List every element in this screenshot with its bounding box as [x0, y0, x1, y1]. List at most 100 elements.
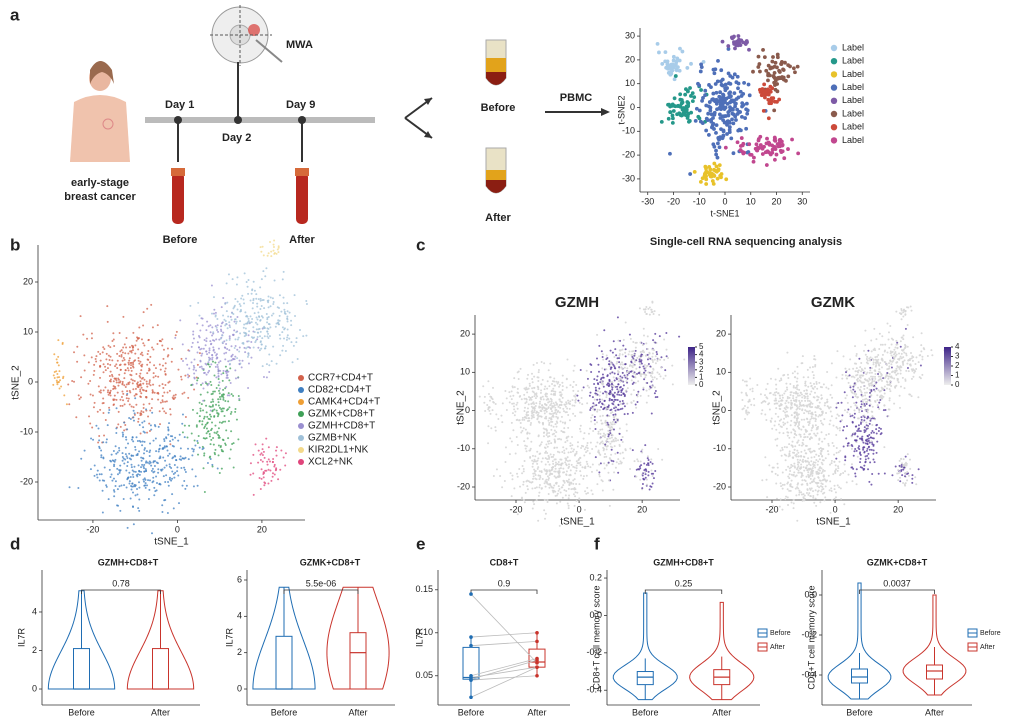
point: [554, 467, 557, 470]
point: [610, 428, 613, 431]
point: [862, 468, 865, 471]
point: [93, 401, 96, 404]
point: [623, 413, 626, 416]
point: [277, 319, 280, 322]
point: [774, 420, 777, 423]
point: [138, 337, 141, 340]
point: [552, 425, 555, 428]
point: [252, 326, 255, 329]
point: [613, 423, 616, 426]
point: [596, 483, 599, 486]
point: [585, 460, 588, 463]
point: [727, 125, 732, 129]
point: [213, 374, 216, 377]
point: [619, 408, 622, 411]
point: [616, 385, 619, 388]
point: [510, 421, 513, 424]
point: [111, 373, 114, 376]
point: [94, 357, 97, 360]
point: [609, 458, 612, 461]
point: [132, 363, 135, 366]
legend-label: GZMB+NK: [308, 433, 357, 444]
point: [556, 416, 559, 419]
point: [821, 485, 824, 488]
point: [487, 425, 490, 428]
y-tick-label: 0: [721, 405, 726, 415]
point: [546, 470, 549, 473]
point: [564, 494, 567, 497]
point: [530, 402, 533, 405]
point: [208, 365, 211, 368]
point: [131, 436, 134, 439]
point: [105, 484, 108, 487]
point: [116, 359, 119, 362]
point: [613, 445, 616, 448]
point: [151, 326, 154, 329]
point: [812, 480, 815, 483]
point: [305, 303, 308, 306]
point: [222, 407, 225, 410]
point: [694, 106, 699, 111]
point: [866, 435, 869, 438]
point: [608, 397, 611, 400]
point: [606, 406, 609, 409]
point: [550, 400, 553, 403]
point: [633, 364, 636, 367]
point: [563, 471, 566, 474]
point: [814, 358, 817, 361]
point: [804, 497, 807, 500]
point: [488, 399, 491, 402]
point: [243, 346, 246, 349]
point: [112, 450, 115, 453]
point: [644, 444, 647, 447]
point: [785, 495, 788, 498]
point: [58, 380, 61, 383]
point: [548, 432, 551, 435]
point: [829, 393, 832, 396]
point: [232, 333, 235, 336]
point: [603, 462, 606, 465]
point: [639, 467, 642, 470]
point: [852, 467, 855, 470]
point: [826, 398, 829, 401]
point: [810, 456, 813, 459]
point: [612, 460, 615, 463]
point: [175, 459, 178, 462]
point: [171, 396, 174, 399]
point: [174, 334, 177, 337]
point: [812, 461, 815, 464]
point: [142, 480, 145, 483]
point: [152, 372, 155, 375]
point: [139, 390, 142, 393]
point: [803, 449, 806, 452]
x-tick-label: -20: [509, 504, 522, 514]
point: [761, 409, 764, 412]
point: [565, 386, 568, 389]
point: [478, 395, 481, 398]
point: [624, 321, 627, 324]
y-axis-label: t-SNE2: [616, 95, 626, 124]
point: [206, 384, 209, 387]
point: [127, 363, 130, 366]
point: [198, 401, 201, 404]
point: [237, 394, 240, 397]
x-tick-label: -30: [641, 196, 654, 206]
point: [163, 446, 166, 449]
point: [233, 318, 236, 321]
point: [821, 483, 824, 486]
point: [120, 349, 123, 352]
point: [537, 466, 540, 469]
point: [99, 359, 102, 362]
point: [650, 311, 653, 314]
point: [779, 397, 782, 400]
point: [786, 496, 789, 499]
point: [605, 440, 608, 443]
point: [647, 458, 650, 461]
point: [57, 339, 60, 342]
point: [495, 413, 498, 416]
point: [125, 397, 128, 400]
point: [637, 468, 640, 471]
point: [605, 358, 608, 361]
point: [745, 410, 748, 413]
point: [523, 460, 526, 463]
